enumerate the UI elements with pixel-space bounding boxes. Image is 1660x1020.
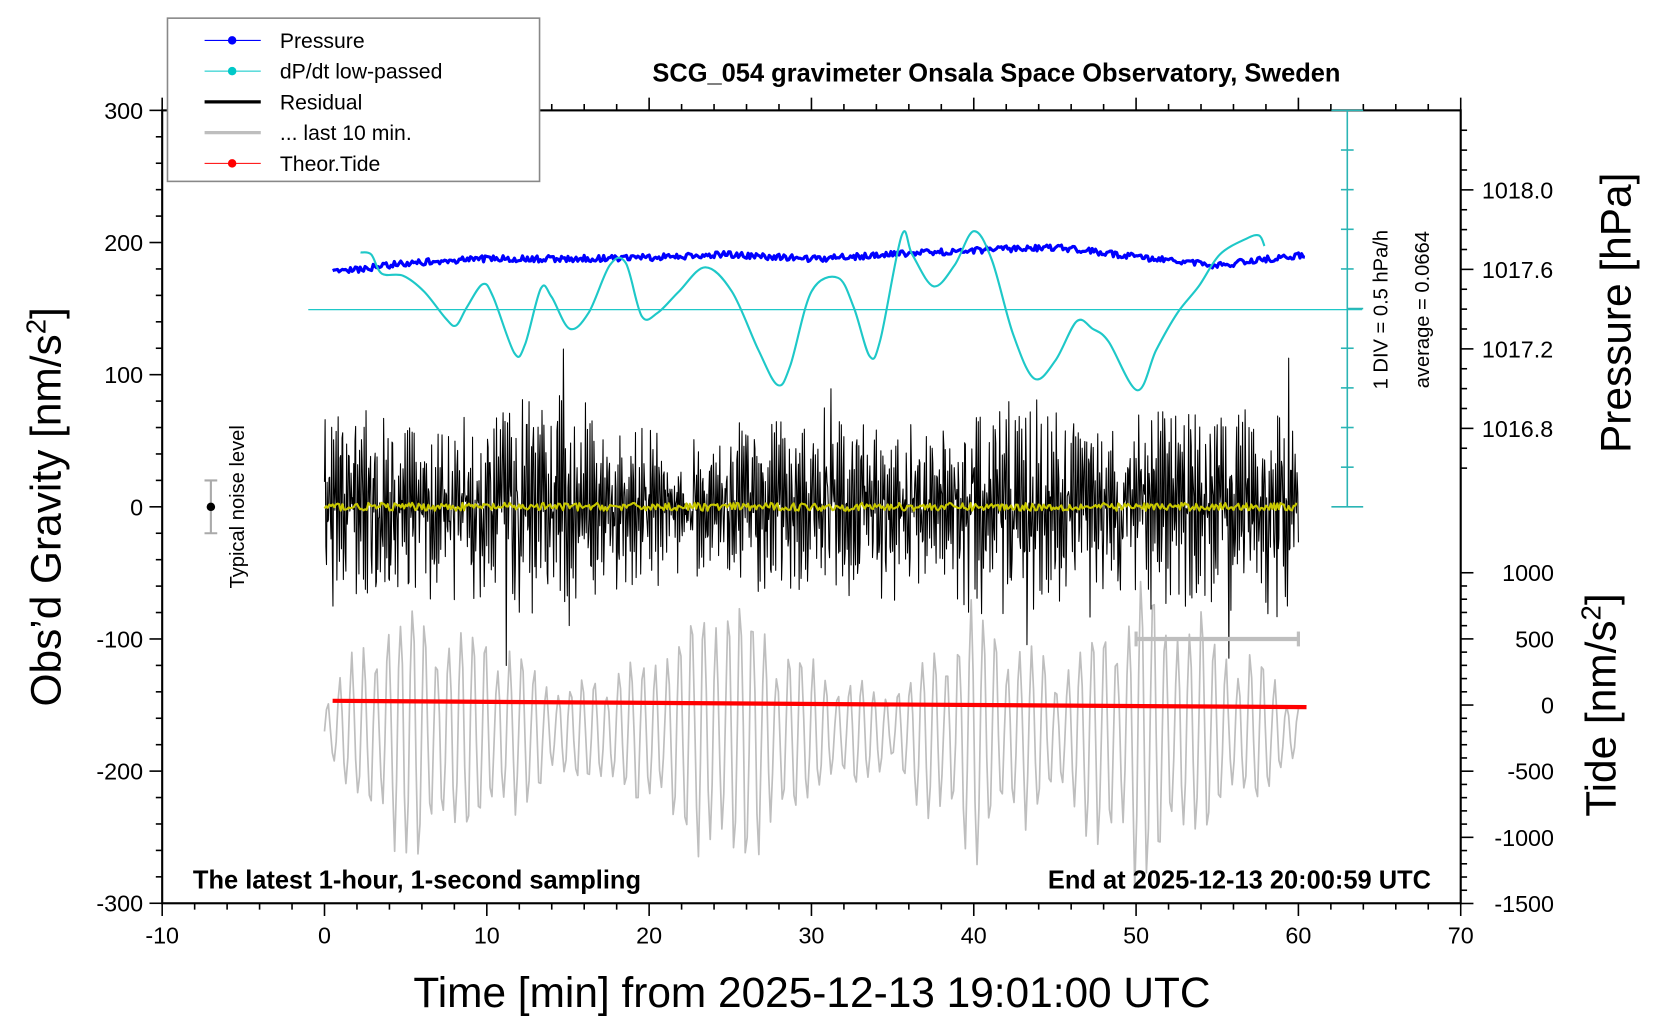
y-axis-label-tide: Tide [nm/s2] — [1576, 593, 1625, 816]
legend-label: Pressure — [280, 30, 365, 53]
chart-title: SCG_054 gravimeter Onsala Space Observat… — [652, 60, 1340, 88]
x-tick-label: 20 — [636, 923, 662, 949]
series-last10 — [323, 580, 1300, 889]
y-axis-label-left: Obs’d Gravity [nm/s2] — [21, 307, 70, 706]
legend-entry: Pressure — [204, 30, 365, 53]
x-tick-label: 10 — [474, 923, 500, 949]
x-axis-label: Time [min] from 2025-12-13 19:01:00 UTC — [413, 969, 1210, 1016]
legend: Pressure dP/dt low-passed Residual ... last… — [166, 17, 541, 183]
gravity-tick-label: -100 — [96, 626, 143, 652]
pressure-tick-label: 1017.2 — [1482, 336, 1553, 362]
noise-level-label: Typical noise level — [227, 425, 249, 588]
series-pressure — [332, 243, 1306, 274]
series-theor-tide — [332, 698, 1307, 710]
x-tick-label: 60 — [1285, 923, 1311, 949]
x-tick-label: 70 — [1448, 923, 1474, 949]
legend-label: dP/dt low-passed — [280, 61, 443, 84]
tide-tick-label: -500 — [1507, 759, 1554, 785]
pressure-tick-label: 1018.0 — [1482, 177, 1553, 203]
tide-tick-label: 500 — [1515, 626, 1554, 652]
series-dpdt — [360, 230, 1266, 392]
gravity-tick-label: 300 — [104, 98, 143, 124]
annotation-end-time: End at 2025-12-13 20:00:59 UTC — [1048, 866, 1431, 894]
legend-marker — [227, 159, 237, 168]
legend-entry: Theor.Tide — [204, 153, 380, 176]
pressure-tick-label: 1016.8 — [1482, 416, 1553, 442]
pressure-tick-label: 1017.6 — [1482, 257, 1553, 283]
tide-tick-label: 0 — [1541, 693, 1554, 719]
legend-label: Theor.Tide — [280, 153, 380, 176]
series-residual-smoothed — [323, 501, 1298, 512]
annotation-sampling: The latest 1-hour, 1-second sampling — [193, 866, 641, 894]
gravity-tick-label: -300 — [96, 891, 143, 917]
x-tick-label: -10 — [145, 923, 179, 949]
x-tick-label: 0 — [318, 923, 331, 949]
gravity-tick-label: 100 — [104, 362, 143, 388]
x-tick-label: 30 — [798, 923, 824, 949]
legend-label: ... last 10 min. — [280, 122, 412, 145]
x-tick-label: 40 — [961, 923, 987, 949]
tide-tick-label: 1000 — [1502, 560, 1554, 586]
gravity-tick-label: 200 — [104, 230, 143, 256]
y-axis-label-pressure: Pressure [hPa] — [1592, 173, 1639, 453]
legend-entry: ... last 10 min. — [204, 122, 412, 145]
x-tick-label: 50 — [1123, 923, 1149, 949]
legend-marker — [227, 66, 237, 76]
gravity-tick-label: 0 — [130, 494, 143, 520]
tide-tick-label: -1000 — [1494, 825, 1554, 851]
tide-tick-label: -1500 — [1494, 891, 1554, 917]
legend-entry: Residual — [204, 91, 362, 114]
gravity-tick-label: -200 — [96, 759, 143, 785]
legend-marker — [227, 36, 237, 45]
noise-level-dot — [206, 502, 216, 512]
dpdt-scale-label: 1 DIV = 0.5 hPa/h — [1371, 230, 1393, 389]
legend-label: Residual — [280, 91, 362, 114]
legend-entry: dP/dt low-passed — [204, 61, 443, 84]
dpdt-average-label: average = 0.0664 — [1412, 231, 1434, 388]
